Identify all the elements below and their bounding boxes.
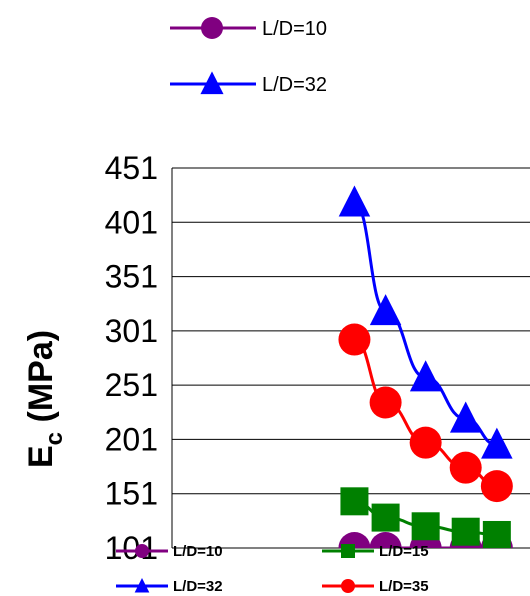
top-legend-marker-1 bbox=[200, 71, 224, 95]
series-3-point-1 bbox=[369, 386, 402, 419]
bottom-legend-marker-0 bbox=[135, 544, 149, 558]
y-tick-label-6: 151 bbox=[105, 476, 158, 512]
series-1-point-1 bbox=[371, 503, 400, 532]
bottom-legend-label-2: L/D=32 bbox=[173, 578, 223, 595]
top-legend-label-0: L/D=10 bbox=[262, 18, 327, 40]
series-3-point-4 bbox=[480, 470, 513, 503]
series-2-point-0 bbox=[338, 185, 371, 217]
series-3-point-3 bbox=[449, 451, 482, 484]
bottom-legend-label-0: L/D=10 bbox=[173, 543, 223, 560]
y-label-text: Ec (MPa) bbox=[22, 330, 68, 468]
y-axis-label: Ec (MPa) bbox=[22, 330, 68, 468]
series-1-point-4 bbox=[482, 520, 511, 548]
series-2-point-2 bbox=[409, 360, 442, 392]
bottom-legend-marker-3 bbox=[341, 579, 355, 593]
series-1-point-3 bbox=[451, 517, 480, 546]
top-legend-marker-0 bbox=[201, 17, 223, 39]
bottom-legend-marker-1 bbox=[341, 544, 355, 558]
y-tick-label-0: 451 bbox=[105, 150, 158, 186]
series-1-point-2 bbox=[411, 512, 440, 541]
series-0-point-1 bbox=[369, 532, 402, 548]
y-tick-label-4: 251 bbox=[105, 367, 158, 403]
bottom-legend-label-3: L/D=35 bbox=[379, 578, 429, 595]
y-tick-label-3: 301 bbox=[105, 313, 158, 349]
y-tick-label-7: 101 bbox=[105, 530, 158, 566]
series-3-point-2 bbox=[409, 426, 442, 459]
top-legend: L/D=10 L/D=32 bbox=[170, 17, 327, 96]
series-2-point-1 bbox=[369, 294, 402, 326]
y-label-text-group: Ec (MPa) bbox=[22, 330, 68, 468]
top-legend-label-1: L/D=32 bbox=[262, 74, 327, 96]
y-tick-labels: 451 401 351 301 251 201 151 101 bbox=[105, 150, 158, 566]
y-tick-label-2: 351 bbox=[105, 259, 158, 295]
series-2-point-3 bbox=[449, 401, 482, 433]
series-group bbox=[338, 185, 513, 548]
y-label-rest: (MPa) bbox=[22, 330, 60, 432]
bottom-legend-marker-2 bbox=[134, 577, 150, 593]
grid-lines bbox=[172, 221, 530, 495]
bottom-legend: L/D=10 L/D=15 L/D=32 L/D=35 bbox=[116, 543, 429, 595]
y-tick-label-1: 401 bbox=[105, 204, 158, 240]
series-2-point-4 bbox=[481, 427, 513, 459]
y-tick-label-5: 201 bbox=[105, 421, 158, 457]
y-label-sub: c bbox=[41, 432, 68, 445]
y-label-main: E bbox=[22, 445, 60, 468]
series-1-point-0 bbox=[340, 487, 369, 516]
series-3-point-0 bbox=[338, 323, 371, 356]
bottom-legend-label-1: L/D=15 bbox=[379, 543, 429, 560]
